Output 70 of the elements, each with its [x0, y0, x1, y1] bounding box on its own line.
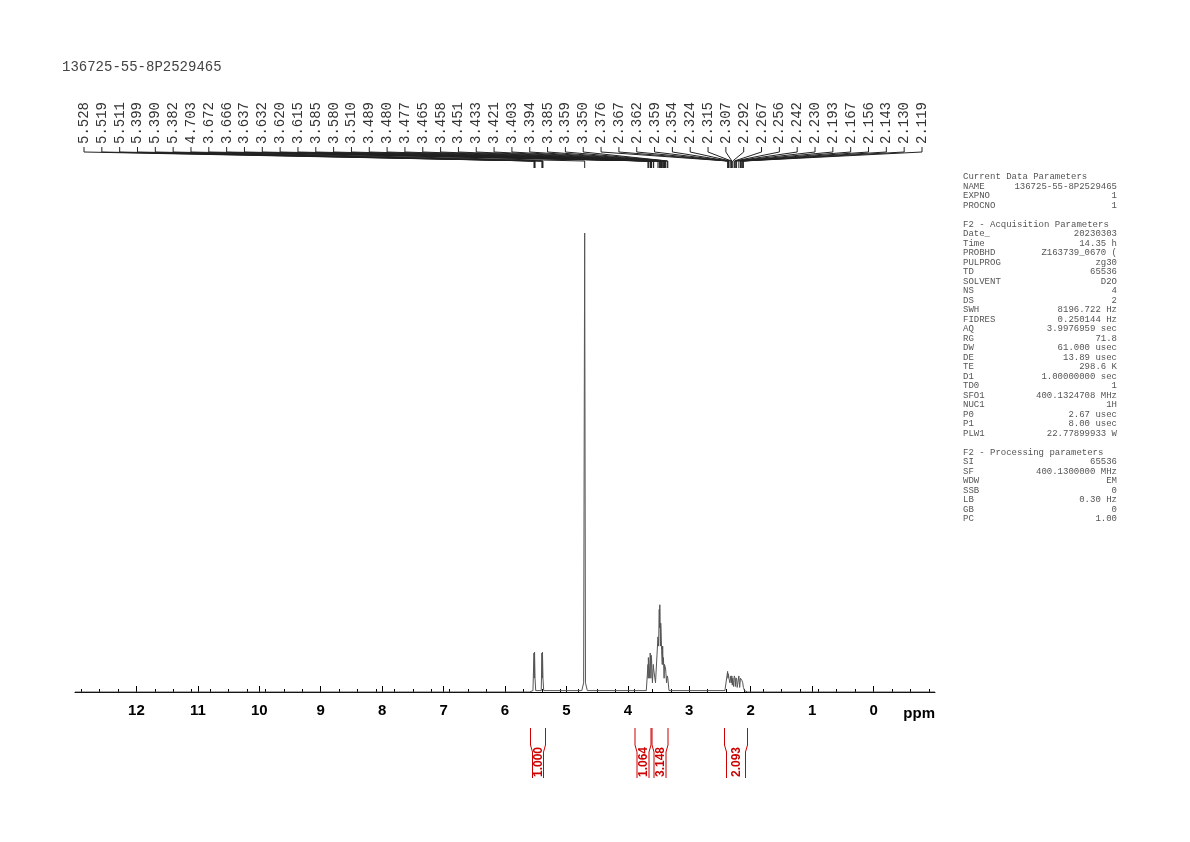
x-tick-label: 8: [377, 701, 387, 718]
annotation: 3.433: [468, 101, 485, 144]
annotation: 2.267: [753, 101, 770, 144]
annotation: 2.367: [610, 101, 627, 144]
annotation: 3.620: [272, 101, 289, 144]
annotation: 5.390: [147, 101, 164, 144]
annotation: 3.637: [236, 101, 253, 144]
x-axis-title: ppm: [903, 703, 935, 721]
annotation: 3.394: [521, 101, 538, 144]
annotation: 2.193: [824, 101, 841, 144]
annotation: 3.585: [307, 101, 324, 144]
annotation: 2.362: [628, 101, 645, 144]
annotation: 2.230: [807, 101, 824, 144]
x-tick-label: 4: [623, 701, 633, 718]
annotation: 4.703: [182, 101, 199, 144]
annotation: 3.510: [343, 101, 360, 144]
annotation: 2.143: [878, 101, 895, 144]
annotation: 2.359: [646, 101, 663, 144]
annotation: 3.385: [539, 101, 556, 144]
annotation: 5.382: [165, 101, 182, 144]
text: Current Data Parameters NAME 136725-55-8P2529465 EXPNO 1 PROCNO 1: [963, 172, 1117, 211]
annotation: 2.167: [842, 101, 859, 144]
x-tick-label: 9: [316, 701, 325, 718]
x-tick-label: 11: [189, 701, 206, 718]
annotation: 2.376: [593, 101, 610, 144]
annotation: 5.399: [129, 101, 146, 144]
text: 2.093: [729, 746, 743, 778]
annotation: 3.632: [254, 101, 271, 144]
annotation: 3.477: [396, 101, 413, 144]
x-tick-label: 5: [562, 701, 571, 718]
annotation: 2.315: [700, 101, 717, 144]
annotation: 2.156: [860, 101, 877, 144]
annotation: 2.242: [789, 101, 806, 144]
x-tick-label: 12: [128, 701, 145, 718]
annotation: 5.511: [111, 101, 128, 144]
text: F2 - Processing parameters SI 65536 SF 400.1300000 MHz WDW EM SSB 0 LB 0.30 Hz GB 0 PC 1.00: [963, 447, 1117, 524]
annotation: 3.403: [503, 101, 520, 144]
annotation: 2.324: [682, 101, 699, 144]
x-tick-label: 3: [685, 701, 694, 718]
annotation: 5.528: [76, 101, 92, 144]
annotation: 3.350: [575, 101, 592, 144]
x-tick-label: 10: [250, 701, 268, 718]
annotation: 3.666: [218, 101, 235, 144]
annotation: 2.354: [664, 101, 681, 144]
annotation: 3.615: [289, 101, 306, 144]
text: 1.064: [636, 746, 650, 778]
annotation: 2.307: [717, 101, 734, 144]
x-tick-label: 1: [807, 701, 817, 718]
annotation: 5.519: [93, 101, 110, 144]
annotation: 2.119: [914, 101, 930, 144]
annotation: 3.458: [432, 101, 449, 144]
annotation: 3.489: [361, 101, 378, 144]
annotation: 2.256: [771, 101, 788, 144]
annotation: 3.421: [486, 101, 503, 144]
annotation: 2.292: [735, 101, 752, 144]
annotation: 2.130: [896, 101, 913, 144]
x-tick-label: 2: [746, 701, 755, 718]
annotation: 3.465: [414, 101, 431, 144]
annotation: 3.451: [450, 101, 467, 144]
annotation: 3.359: [557, 101, 574, 144]
chart-title: 136725-55-8P2529465: [62, 59, 222, 75]
annotation: 3.480: [379, 101, 396, 144]
text: F2 - Acquisition Parameters Date_ 20230303 Time 14.35 h PROBHD Z163739_0670 ( PULPROG zg30 TD 65536 SOLVENT D2O NS 4 DS 2 SWH 8196.722 Hz FIDRES 0.250144 Hz AQ 3.9976959 sec RG 71.8 DW 61.000 usec DE 13.89 usec TE 298.6 K D1 1.00000000 sec TD0 1 SFO1 400.1324708 MHz NUC1 1H P0 2.67 usec P1 8.00 usec PLW1 22.77899933 W: [963, 219, 1117, 439]
x-tick-label: 7: [439, 701, 448, 718]
annotation: 3.672: [200, 101, 217, 144]
x-tick-label: 6: [500, 701, 510, 718]
annotation: 3.580: [325, 101, 342, 144]
text: 1.000: [531, 746, 545, 778]
x-tick-label: 0: [869, 701, 878, 718]
text: 3.148: [653, 746, 667, 778]
